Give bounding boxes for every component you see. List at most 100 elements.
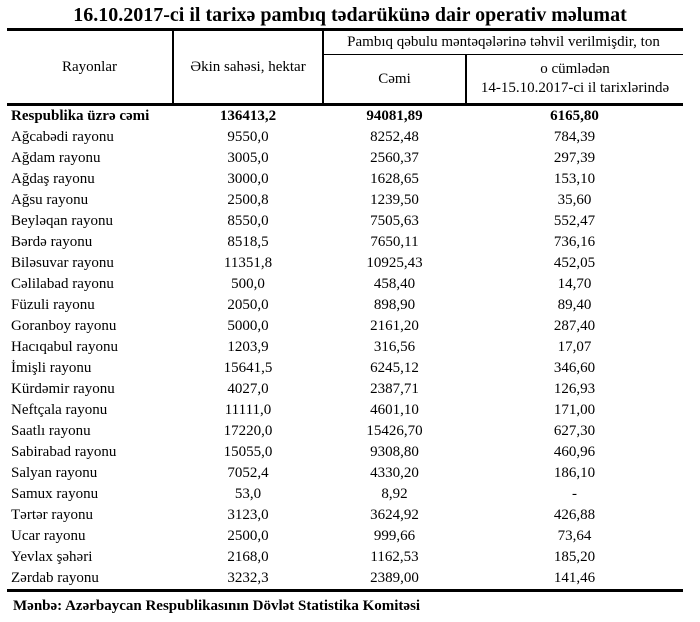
table-row: Ağsu rayonu 2500,8 1239,50 35,60 — [7, 190, 683, 211]
rayon-name-cell: Zərdab rayonu — [11, 570, 99, 586]
total-cell: 2389,00 — [370, 570, 419, 586]
recent-cell: 297,39 — [553, 150, 596, 166]
header-ocumleden: o cümlədən 14-15.10.2017-ci il tarixləri… — [466, 55, 683, 105]
total-cell: 10925,43 — [366, 255, 423, 271]
area-cell: 2500,0 — [227, 528, 269, 544]
rayon-name-cell: Füzuli rayonu — [11, 297, 95, 313]
total-row-name: Respublika üzrə cəmi — [11, 108, 150, 124]
total-cell: 4601,10 — [370, 402, 419, 418]
header-ekin-sahesi: Əkin sahəsi, hektar — [173, 29, 324, 105]
table-row: Ağcabədi rayonu 9550,0 8252,48 784,39 — [7, 127, 683, 148]
area-cell: 9550,0 — [227, 129, 269, 145]
rayon-name-cell: Kürdəmir rayonu — [11, 381, 115, 397]
area-cell: 500,0 — [231, 276, 265, 292]
header-rayonlar: Rayonlar — [7, 29, 174, 105]
table-header: Rayonlar Əkin sahəsi, hektar Pambıq qəbu… — [7, 29, 684, 105]
total-cell: 1162,53 — [370, 549, 419, 565]
area-cell: 2500,8 — [227, 192, 269, 208]
rayon-name-cell: Cəlilabad rayonu — [11, 276, 114, 292]
rayon-name-cell: Beyləqan rayonu — [11, 213, 114, 229]
recent-cell: 141,46 — [553, 570, 596, 586]
table-row: Bərdə rayonu 8518,5 7650,11 736,16 — [7, 232, 683, 253]
total-cell: 7650,11 — [370, 234, 419, 250]
recent-cell: 346,60 — [553, 360, 596, 376]
rayon-name-cell: Salyan rayonu — [11, 465, 98, 481]
recent-cell: 627,30 — [553, 423, 596, 439]
total-row-total: 94081,89 — [366, 108, 423, 124]
table-row: Füzuli rayonu 2050,0 898,90 89,40 — [7, 295, 683, 316]
area-cell: 3232,3 — [227, 570, 269, 586]
table-row: Biləsuvar rayonu 11351,8 10925,43 452,05 — [7, 253, 683, 274]
area-cell: 11111,0 — [224, 402, 272, 418]
recent-cell: 287,40 — [553, 318, 596, 334]
total-cell: 9308,80 — [370, 444, 419, 460]
recent-cell: 185,20 — [553, 549, 596, 565]
table-row: Tərtər rayonu 3123,0 3624,92 426,88 — [7, 505, 683, 526]
table-row: Goranboy rayonu 5000,0 2161,20 287,40 — [7, 316, 683, 337]
total-cell: 7505,63 — [370, 213, 419, 229]
area-cell: 7052,4 — [227, 465, 269, 481]
recent-cell: 14,70 — [557, 276, 592, 292]
rayon-name-cell: Bərdə rayonu — [11, 234, 93, 250]
table-row: Ucar rayonu 2500,0 999,66 73,64 — [7, 526, 683, 547]
area-cell: 8550,0 — [227, 213, 269, 229]
total-cell: 316,56 — [373, 339, 416, 355]
recent-cell: 126,93 — [553, 381, 596, 397]
table-row: İmişli rayonu 15641,5 6245,12 346,60 — [7, 358, 683, 379]
rayon-name-cell: Ağdaş rayonu — [11, 171, 95, 187]
area-cell: 3005,0 — [227, 150, 269, 166]
area-cell: 3000,0 — [227, 171, 269, 187]
table-row: Hacıqabul rayonu 1203,9 316,56 17,07 — [7, 337, 683, 358]
recent-cell: 35,60 — [557, 192, 592, 208]
total-row: Respublika üzrə cəmi 136413,2 94081,89 6… — [7, 105, 683, 128]
rayon-name-cell: Goranboy rayonu — [11, 318, 117, 334]
total-cell: 4330,20 — [370, 465, 419, 481]
recent-cell: 460,96 — [553, 444, 596, 460]
table-row: Beyləqan rayonu 8550,0 7505,63 552,47 — [7, 211, 683, 232]
recent-cell: 784,39 — [553, 129, 596, 145]
recent-cell: - — [572, 486, 577, 502]
rayon-name-cell: Saatlı rayonu — [11, 423, 91, 439]
recent-cell: 89,40 — [557, 297, 592, 313]
total-row-area: 136413,2 — [219, 108, 277, 124]
area-cell: 2168,0 — [227, 549, 269, 565]
area-cell: 5000,0 — [227, 318, 269, 334]
total-cell: 8252,48 — [370, 129, 419, 145]
table-row: Samux rayonu 53,0 8,92 - — [7, 484, 683, 505]
table-body: Respublika üzrə cəmi 136413,2 94081,89 6… — [7, 105, 684, 591]
recent-cell: 153,10 — [553, 171, 596, 187]
recent-cell: 186,10 — [553, 465, 596, 481]
area-cell: 15641,5 — [223, 360, 273, 376]
header-cemi: Cəmi — [323, 54, 467, 105]
rayon-name-cell: Ağcabədi rayonu — [11, 129, 114, 145]
table-row: Neftçala rayonu 11111,0 4601,10 171,00 — [7, 400, 683, 421]
total-cell: 2560,37 — [370, 150, 419, 166]
table-row: Sabirabad rayonu 15055,0 9308,80 460,96 — [7, 442, 683, 463]
recent-cell: 552,47 — [553, 213, 596, 229]
area-cell: 17220,0 — [223, 423, 273, 439]
recent-cell: 73,64 — [557, 528, 592, 544]
rayon-name-cell: Ağdam rayonu — [11, 150, 101, 166]
total-cell: 1239,50 — [370, 192, 419, 208]
table-row: Zərdab rayonu 3232,3 2389,00 141,46 — [7, 568, 683, 591]
area-cell: 53,0 — [234, 486, 262, 502]
header-group-tehvil: Pambıq qəbulu məntəqələrinə təhvil veril… — [323, 29, 684, 55]
rayon-name-cell: Ağsu rayonu — [11, 192, 89, 208]
rayon-name-cell: Yevlax şəhəri — [11, 549, 93, 565]
total-cell: 999,66 — [373, 528, 416, 544]
source-note: Mənbə: Azərbaycan Respublikasının Dövlət… — [13, 598, 421, 614]
area-cell: 8518,5 — [227, 234, 269, 250]
area-cell: 3123,0 — [227, 507, 269, 523]
document-title: 16.10.2017-ci il tarixə pambıq tədarükün… — [73, 4, 627, 26]
table-row: Cəlilabad rayonu 500,0 458,40 14,70 — [7, 274, 683, 295]
table-row: Ağdaş rayonu 3000,0 1628,65 153,10 — [7, 169, 683, 190]
rayon-name-cell: Samux rayonu — [11, 486, 99, 502]
header-ocumleden-line1: o cümlədən — [540, 61, 610, 78]
total-cell: 6245,12 — [370, 360, 419, 376]
table-row: Yevlax şəhəri 2168,0 1162,53 185,20 — [7, 547, 683, 568]
area-cell: 2050,0 — [227, 297, 269, 313]
table-row: Saatlı rayonu 17220,0 15426,70 627,30 — [7, 421, 683, 442]
rayon-name-cell: Ucar rayonu — [11, 528, 86, 544]
rayon-name-cell: Neftçala rayonu — [11, 402, 108, 418]
